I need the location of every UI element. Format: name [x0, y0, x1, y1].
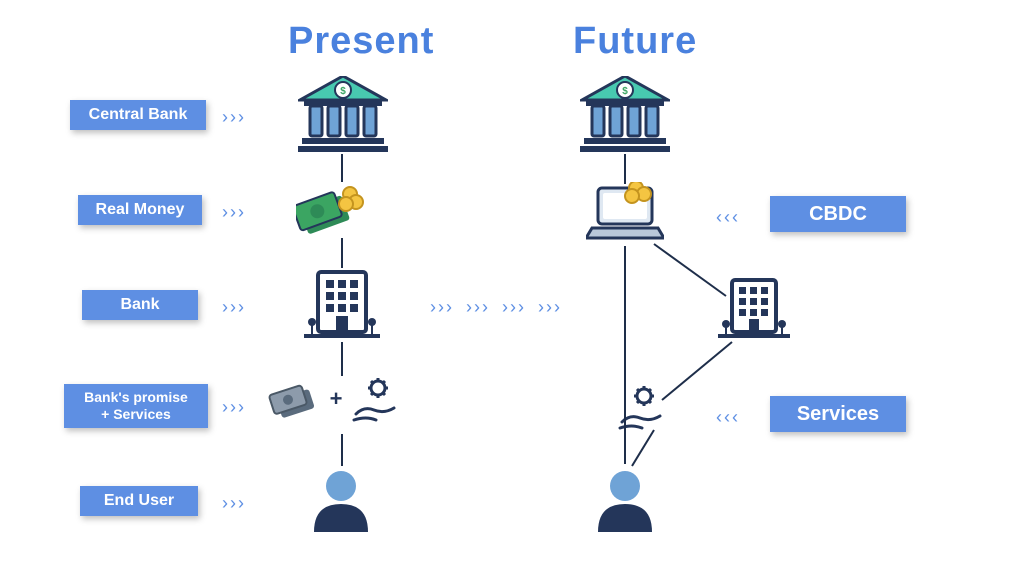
edge-future-diag — [0, 0, 1020, 571]
